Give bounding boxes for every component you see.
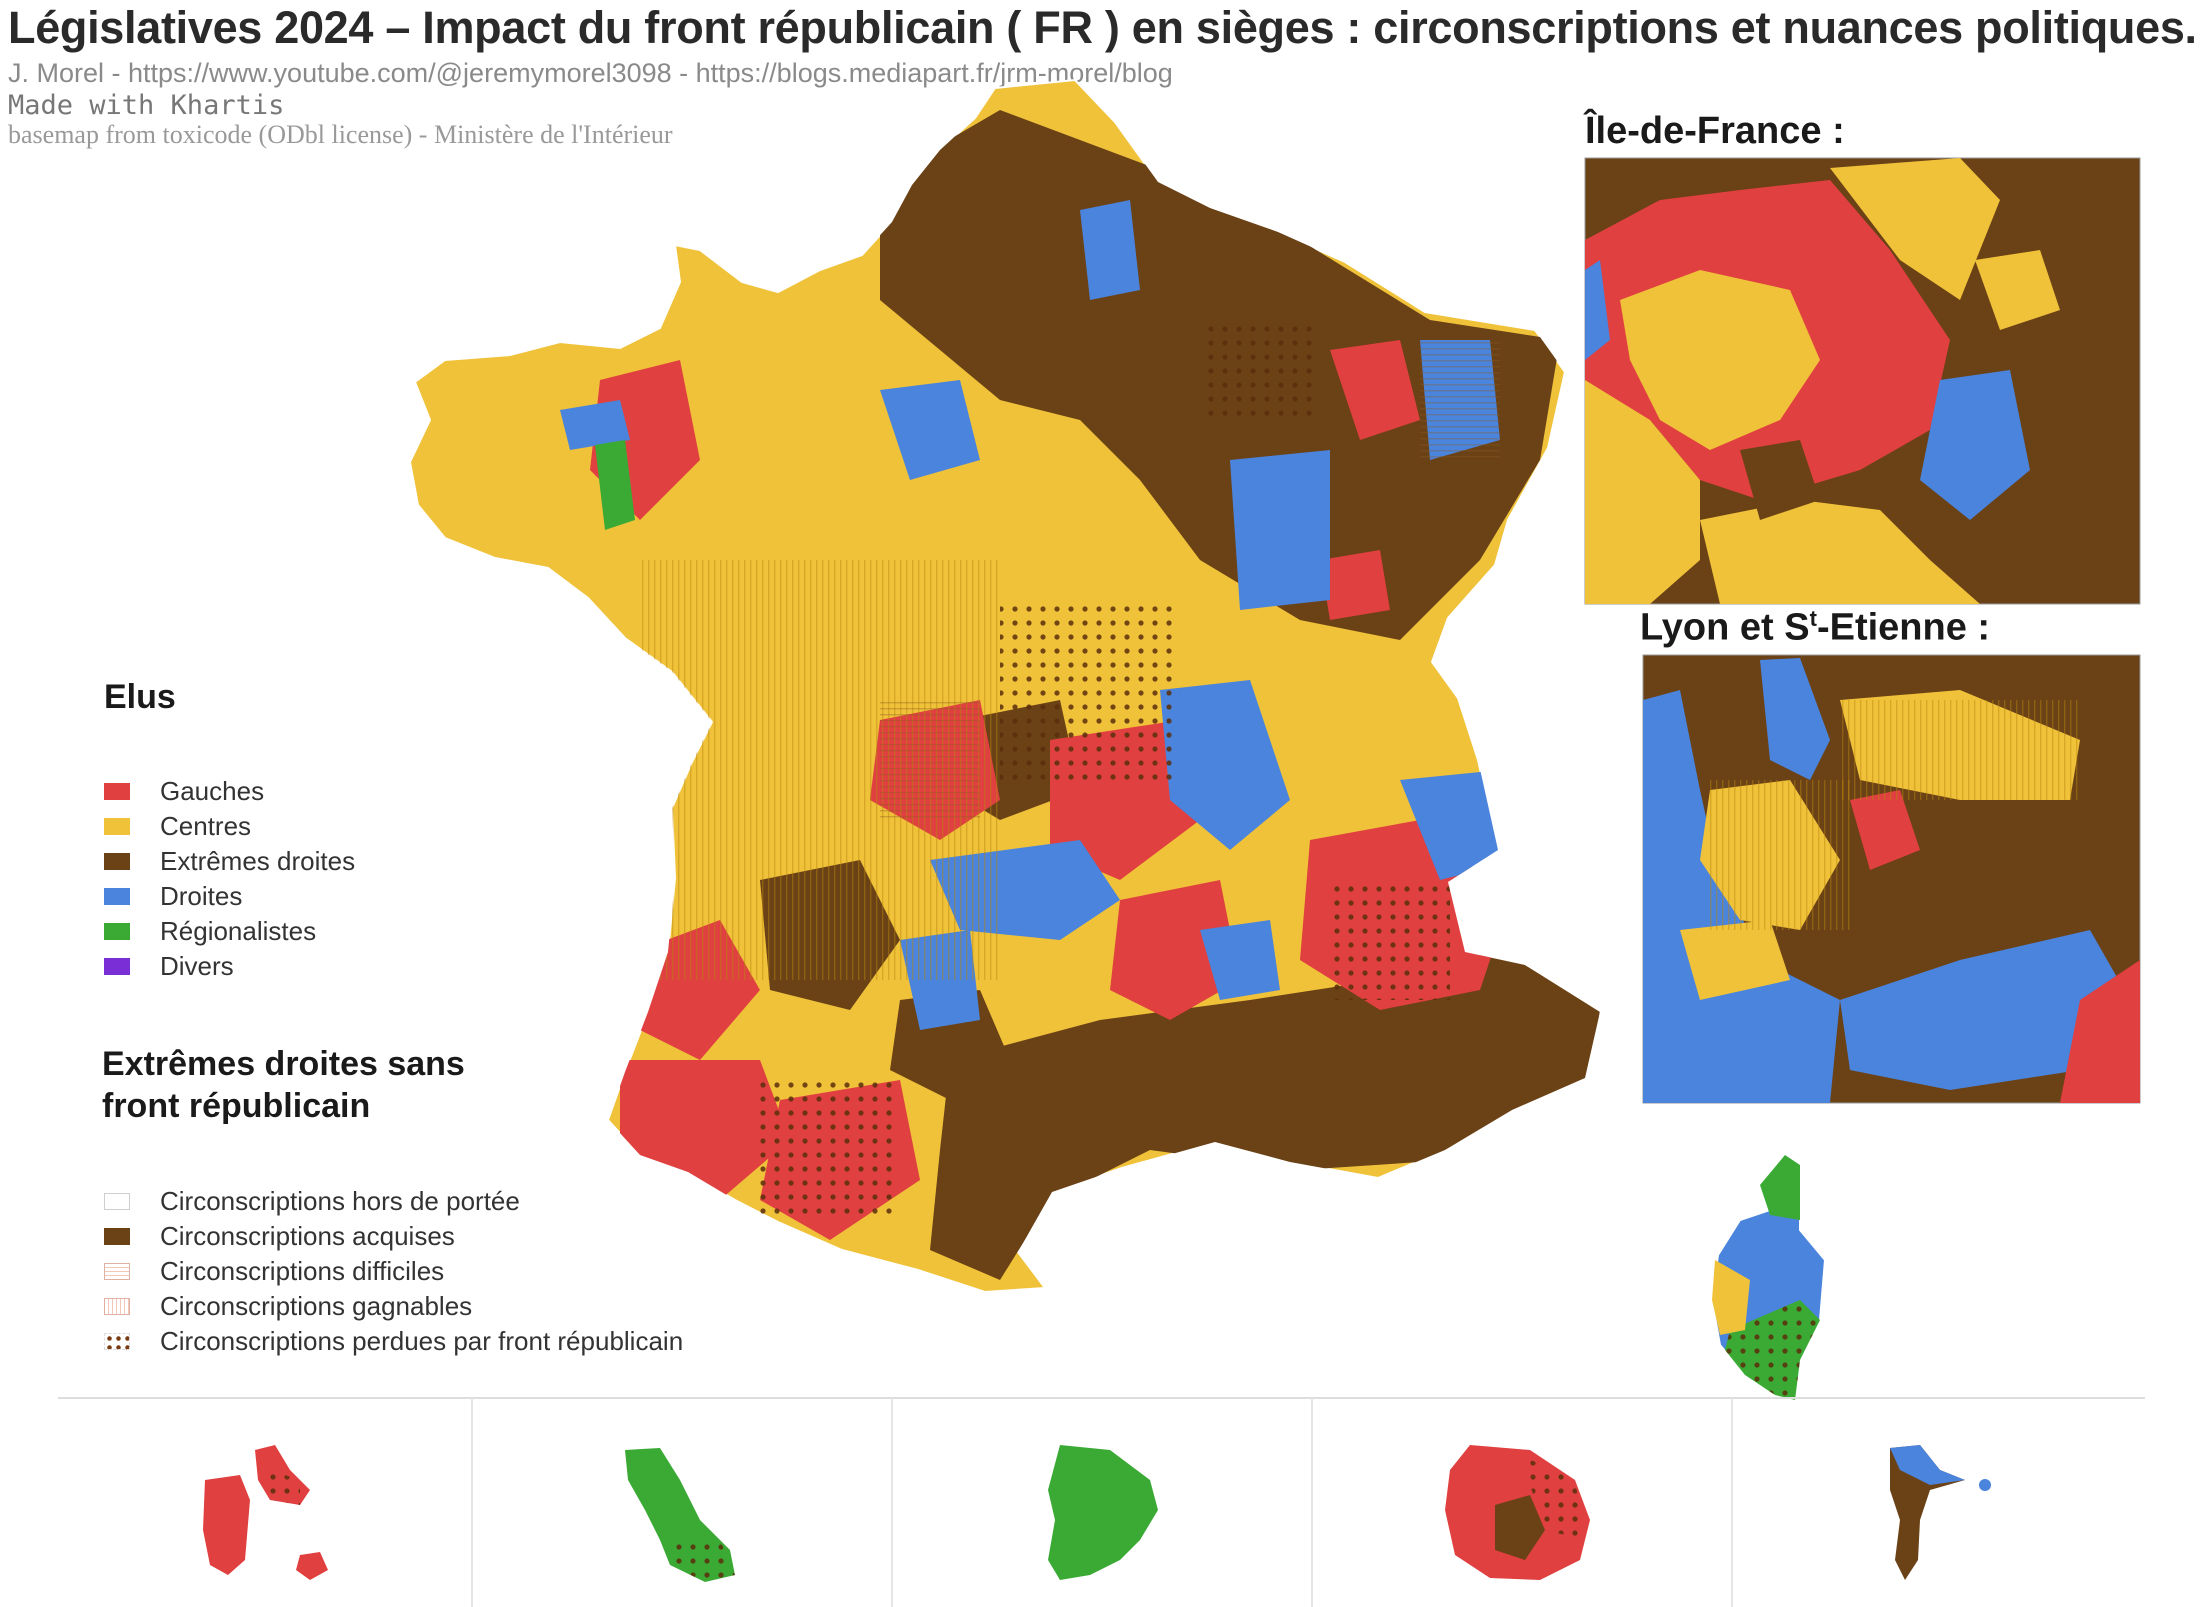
legend-fr-title: Extrêmes droites sans front républicain — [102, 1045, 465, 1125]
legend-swatch — [104, 853, 130, 870]
legend-swatch — [104, 783, 130, 800]
legend-fr: Circonscriptions hors de portée Circonsc… — [104, 1184, 683, 1359]
legend-item-perdues: Circonscriptions perdues par front répub… — [104, 1324, 683, 1359]
map-title: Législatives 2024 – Impact du front répu… — [8, 2, 2197, 53]
legend-item-extremes-droites: Extrêmes droites — [104, 844, 355, 879]
credit-basemap: basemap from toxicode (ODbl license) - M… — [8, 120, 673, 149]
legend-item-acquises: Circonscriptions acquises — [104, 1219, 683, 1254]
legend-item-centres: Centres — [104, 809, 355, 844]
legend-item-gagnables: Circonscriptions gagnables — [104, 1289, 683, 1324]
legend-swatch — [104, 888, 130, 905]
credit-tool: Made with Khartis — [8, 90, 285, 121]
legend-item-hors-portee: Circonscriptions hors de portée — [104, 1184, 683, 1219]
legend-item-difficiles: Circonscriptions difficiles — [104, 1254, 683, 1289]
mayotte — [1890, 1445, 1991, 1580]
legend-swatch — [104, 1333, 130, 1350]
legend-item-gauches: Gauches — [104, 774, 355, 809]
legend-swatch — [104, 1193, 130, 1210]
guadeloupe — [203, 1445, 328, 1580]
legend-item-divers: Divers — [104, 949, 355, 984]
legend-elus: Gauches Centres Extrêmes droites Droites… — [104, 774, 355, 984]
legend-swatch — [104, 958, 130, 975]
corsica — [1710, 1153, 1827, 1402]
legend-swatch — [104, 1263, 130, 1280]
legend-item-regionalistes: Régionalistes — [104, 914, 355, 949]
legend-swatch — [104, 923, 130, 940]
legend-swatch — [104, 1298, 130, 1315]
legend-swatch — [104, 1228, 130, 1245]
lyon-inset-map — [1642, 654, 2141, 1104]
martinique — [625, 1448, 735, 1582]
legend-swatch — [104, 818, 130, 835]
reunion — [1445, 1445, 1590, 1580]
idf-inset-title: Île-de-France : — [1585, 110, 1845, 152]
credit-author: J. Morel - https://www.youtube.com/@jere… — [8, 58, 1173, 88]
lyon-inset-title: Lyon et St-Etienne : — [1640, 606, 1991, 649]
guyane — [1048, 1445, 1158, 1580]
legend-item-droites: Droites — [104, 879, 355, 914]
idf-inset-map — [1584, 157, 2141, 605]
legend-elus-title: Elus — [104, 678, 176, 716]
overseas-strip — [58, 1397, 2145, 1607]
france-mainland — [408, 78, 1602, 1294]
